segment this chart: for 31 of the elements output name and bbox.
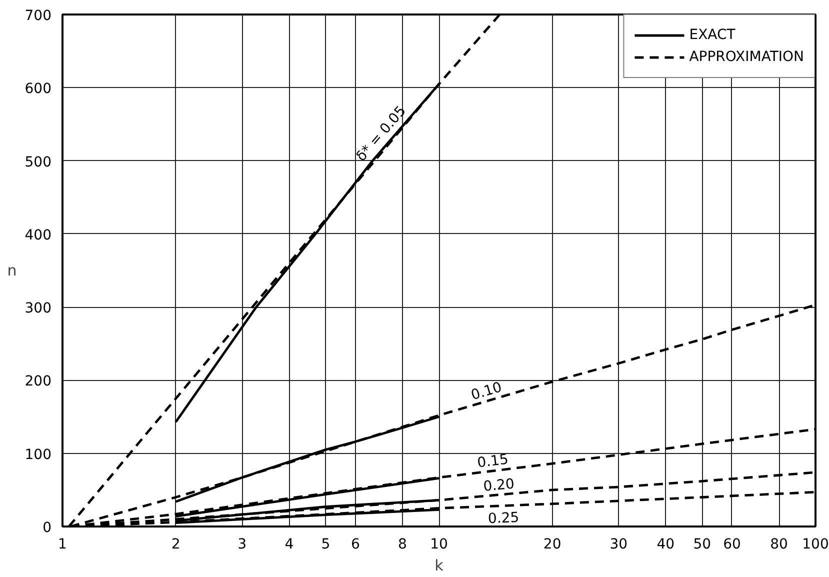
x-tick-label: 8 [398, 536, 407, 552]
y-axis-title: n [7, 262, 17, 280]
annotation: 0.20 [482, 476, 516, 495]
x-tick-label: 50 [693, 536, 712, 552]
x-tick-label: 60 [723, 536, 741, 552]
x-tick-label: 20 [543, 536, 562, 552]
x-tick-label: 4 [284, 536, 294, 552]
x-tick-label: 80 [770, 536, 788, 552]
y-tick-label: 200 [24, 374, 52, 390]
annotation: 0.15 [476, 452, 510, 472]
x-tick-label: 100 [802, 536, 829, 552]
x-tick-label: 2 [171, 536, 180, 552]
x-tick-label: 40 [656, 536, 675, 552]
y-tick-label: 300 [24, 300, 52, 317]
x-tick-label: 5 [321, 536, 330, 552]
y-tick-label: 0 [42, 520, 52, 536]
x-axis-title: k [434, 556, 444, 574]
y-tick-label: 500 [24, 154, 52, 170]
y-tick-label: 600 [24, 81, 52, 98]
annotation: 0.10 [469, 379, 504, 404]
annotation: 0.25 [488, 510, 520, 528]
legend-label: APPROXIMATION [689, 49, 804, 65]
y-tick-label: 100 [24, 446, 52, 463]
x-tick-label: 10 [430, 536, 448, 552]
legend-label: EXACT [689, 27, 736, 43]
x-tick-label: 3 [238, 536, 247, 552]
x-tick-label: 1 [58, 536, 67, 552]
y-tick-label: 400 [24, 227, 52, 244]
y-tick-label: 700 [24, 8, 52, 24]
x-tick-label: 6 [351, 536, 360, 552]
x-tick-label: 30 [610, 536, 628, 552]
